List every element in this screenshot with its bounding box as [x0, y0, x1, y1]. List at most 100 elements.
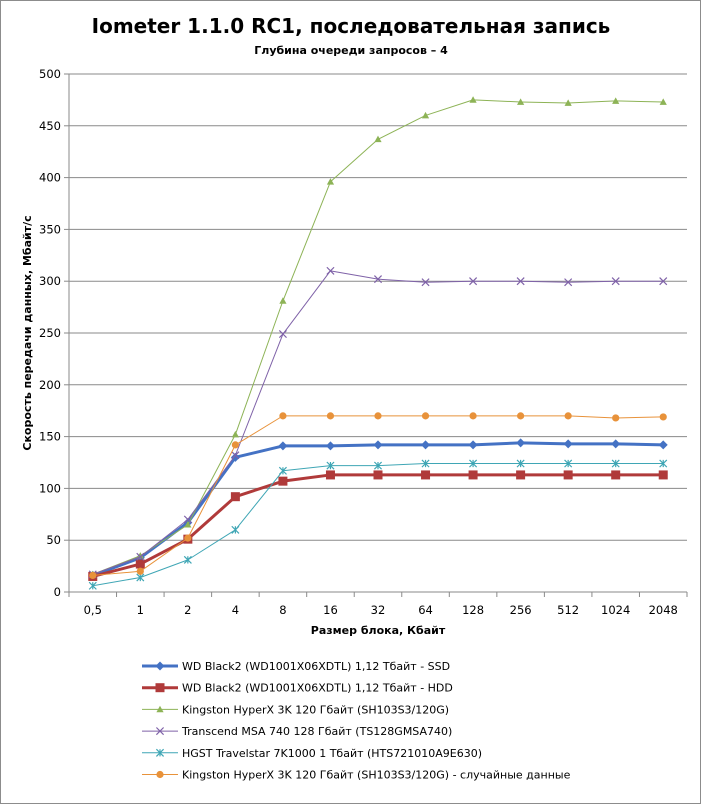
series-line [92, 415, 664, 576]
y-tick-label: 300 [39, 274, 61, 288]
data-point [230, 492, 240, 502]
legend-label: Transcend MSA 740 128 Гбайт (TS128GMSA74… [181, 725, 452, 738]
y-tick-label: 150 [39, 430, 61, 444]
data-point [136, 552, 145, 561]
data-point [564, 278, 573, 287]
y-tick-label: 250 [39, 326, 61, 340]
x-tick-label: 4 [232, 603, 239, 617]
data-point [88, 581, 97, 590]
chart-title: Iometer 1.1.0 RC1, последовательная запи… [92, 14, 611, 38]
data-point [659, 277, 668, 286]
data-point [136, 567, 144, 575]
data-point [564, 99, 572, 106]
legend-swatch-marker [155, 727, 165, 736]
data-point [659, 459, 668, 468]
gridlines [69, 73, 687, 593]
data-point [326, 412, 335, 420]
data-point [563, 439, 573, 449]
x-tick-label: 1 [137, 603, 144, 617]
data-point [611, 277, 620, 286]
legend-swatch-marker [156, 705, 164, 713]
data-point [278, 441, 288, 451]
legend-label: HGST Travelstar 7K1000 1 Тбайт (HTS72101… [182, 747, 482, 760]
data-point [373, 275, 383, 284]
legend-entry: Kingston HyperX 3K 120 Гбайт (SH103S3/12… [142, 769, 571, 782]
data-point [278, 476, 288, 486]
data-point [468, 470, 478, 480]
legend-label: WD Black2 (WD1001X06XDTL) 1,12 Тбайт - H… [182, 682, 453, 695]
data-point [421, 278, 430, 287]
data-point [516, 438, 526, 448]
y-tick-label: 0 [54, 585, 61, 599]
y-tick-label: 450 [39, 119, 61, 133]
data-point [279, 297, 287, 304]
data-point [517, 98, 525, 105]
data-point [373, 440, 383, 450]
x-tick-label: 1024 [601, 603, 630, 617]
legend-entry: Transcend MSA 740 128 Гбайт (TS128GMSA74… [142, 725, 452, 738]
x-tick-label: 2048 [649, 603, 678, 617]
y-tick-label: 50 [46, 533, 61, 547]
y-tick-label: 100 [39, 481, 61, 495]
data-point [278, 466, 287, 475]
series-line [92, 463, 664, 587]
data-point [563, 470, 573, 480]
data-point [374, 412, 382, 420]
legend-entry: WD Black2 (WD1001X06XDTL) 1,12 Тбайт - H… [142, 682, 453, 695]
data-point [136, 573, 145, 582]
legend-label: WD Black2 (WD1001X06XDTL) 1,12 Тбайт - S… [182, 660, 450, 673]
series-6 [89, 412, 667, 580]
data-point [421, 470, 431, 480]
x-tick-label: 32 [371, 603, 386, 617]
legend-swatch-marker [156, 770, 164, 779]
data-point [469, 277, 478, 286]
data-point [326, 266, 335, 275]
x-tick-label: 512 [557, 603, 579, 617]
y-tick-label: 400 [39, 171, 61, 185]
data-point [373, 470, 383, 480]
legend-swatch-marker [155, 661, 165, 671]
data-point [373, 461, 383, 470]
data-point [231, 451, 240, 460]
series-5 [88, 459, 668, 590]
legend-entry: HGST Travelstar 7K1000 1 Тбайт (HTS72101… [142, 747, 482, 760]
data-point [516, 277, 525, 286]
series-line [92, 473, 664, 578]
data-point [184, 521, 192, 528]
data-point [516, 470, 526, 480]
x-tick-label: 16 [323, 603, 338, 617]
series-3 [89, 96, 667, 578]
legend-label: Kingston HyperX 3K 120 Гбайт (SH103S3/12… [182, 769, 571, 782]
data-point [325, 470, 335, 480]
data-point [469, 412, 477, 420]
x-tick-label: 2 [184, 603, 191, 617]
x-tick-label: 64 [418, 603, 433, 617]
data-point [421, 412, 430, 420]
data-point [231, 525, 240, 534]
plot-area [64, 73, 688, 597]
data-point [183, 515, 192, 524]
x-tick-label: 8 [279, 603, 286, 617]
data-point [279, 412, 287, 420]
legend-entry: Kingston HyperX 3K 120 Гбайт (SH103S3/12… [142, 703, 449, 716]
x-axis-title: Размер блока, Кбайт [311, 624, 446, 637]
x-tick-label: 128 [462, 603, 484, 617]
data-point [135, 559, 145, 569]
legend-swatch-marker [155, 748, 165, 757]
data-point [658, 440, 668, 450]
y-tick-label: 200 [39, 378, 61, 392]
data-point [612, 97, 620, 104]
series-lines [88, 96, 668, 590]
data-point [611, 439, 621, 449]
data-point [326, 461, 335, 470]
data-point [612, 414, 620, 422]
data-point [230, 452, 240, 462]
data-point [517, 412, 525, 420]
y-axis-ticks: 0 50 100 150 200 250 300 350 400 450 500 [39, 67, 61, 599]
data-point [469, 459, 478, 468]
legend: WD Black2 (WD1001X06XDTL) 1,12 Тбайт - S… [142, 660, 571, 782]
chart-subtitle: Глубина очереди запросов – 4 [254, 44, 448, 57]
data-point [421, 459, 430, 468]
x-axis-ticks: 0,5 1 2 4 8 16 32 64 128 256 512 1024 2048 [84, 603, 678, 617]
